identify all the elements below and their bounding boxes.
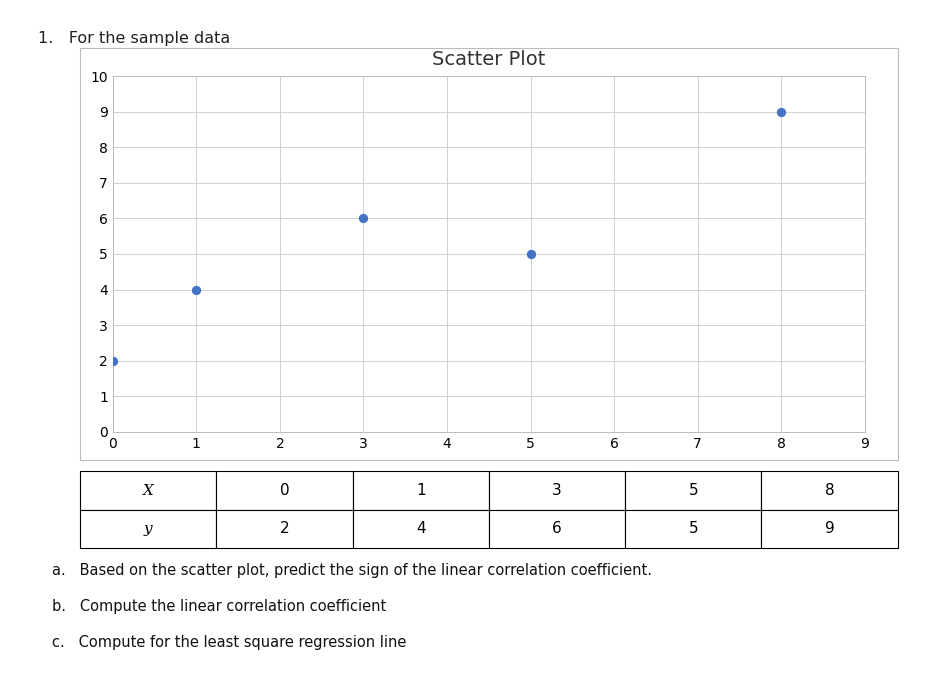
Title: Scatter Plot: Scatter Plot xyxy=(432,50,545,69)
Point xyxy=(523,249,538,260)
Text: a.   Based on the scatter plot, predict the sign of the linear correlation coeff: a. Based on the scatter plot, predict th… xyxy=(52,563,651,578)
Point xyxy=(189,284,204,295)
Text: c.   Compute for the least square regression line: c. Compute for the least square regressi… xyxy=(52,635,406,650)
Point xyxy=(356,213,371,224)
Text: b.   Compute the linear correlation coefficient: b. Compute the linear correlation coeffi… xyxy=(52,599,386,614)
Text: 1.   For the sample data: 1. For the sample data xyxy=(38,31,230,46)
Point xyxy=(105,355,120,366)
Point xyxy=(774,106,789,117)
